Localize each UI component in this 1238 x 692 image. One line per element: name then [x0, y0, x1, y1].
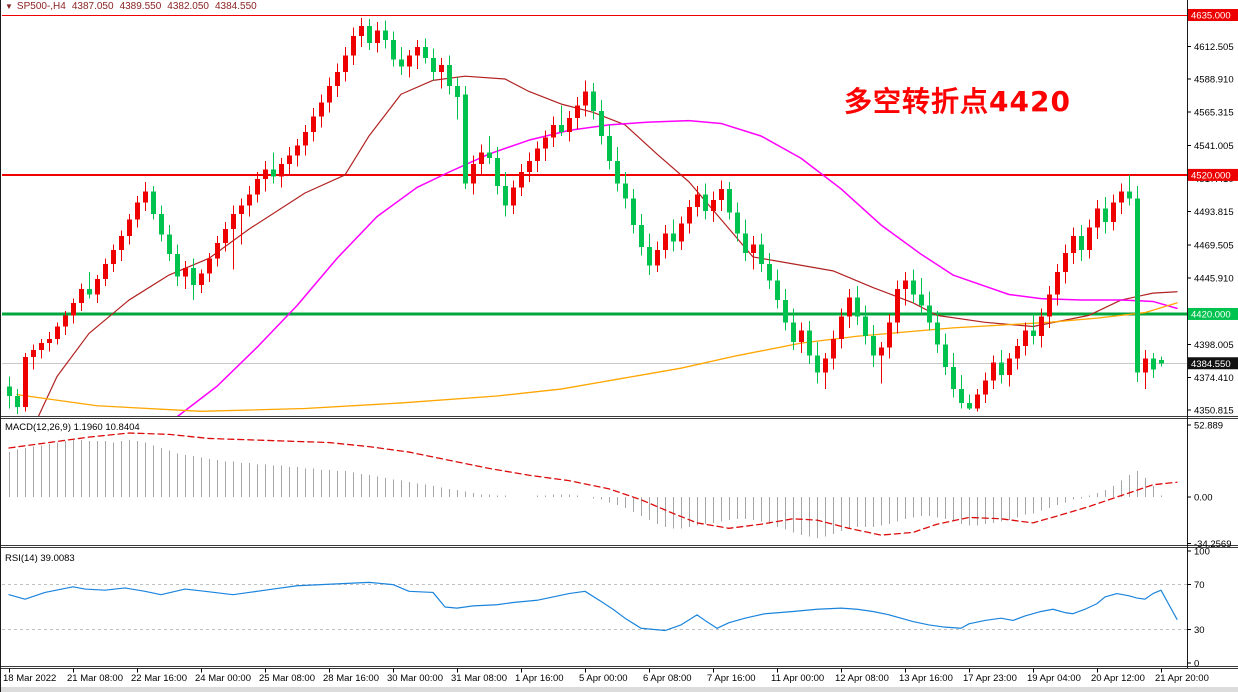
price-level-chip-4420.000: 4420.000: [1188, 307, 1238, 320]
svg-text:0: 0: [1194, 659, 1199, 670]
current-price-chip: 4384.550: [1188, 357, 1238, 370]
time-axis-label: 17 Apr 23:00: [963, 673, 1017, 684]
svg-text:4469.505: 4469.505: [1194, 241, 1234, 252]
time-axis-label: 28 Mar 16:00: [323, 673, 379, 684]
rsi-line: [8, 581, 1178, 632]
svg-text:4541.005: 4541.005: [1194, 141, 1234, 152]
rsi-panel: RSI(14) 39.0083: [2, 553, 1187, 632]
time-axis-label: 25 Mar 08:00: [259, 673, 315, 684]
svg-text:4384.550: 4384.550: [1191, 359, 1231, 370]
svg-text:30: 30: [1194, 625, 1205, 636]
time-axis-label: 1 Apr 16:00: [515, 673, 564, 684]
macd-indicator-label: MACD(12,26,9) 1.1960 10.8404: [5, 422, 140, 433]
macd-signal-line: [8, 432, 1178, 536]
time-axis-label: 13 Apr 16:00: [899, 673, 953, 684]
time-axis-label: 31 Mar 08:00: [451, 673, 507, 684]
bottom-strip: [1, 687, 1238, 692]
time-axis-label: 18 Mar 2022: [3, 673, 56, 684]
time-axis-label: 19 Apr 04:00: [1027, 673, 1081, 684]
svg-text:4520.000: 4520.000: [1191, 170, 1231, 181]
svg-text:4588.910: 4588.910: [1194, 75, 1234, 86]
time-axis-label: 6 Apr 08:00: [643, 673, 692, 684]
time-axis-label: 21 Mar 08:00: [67, 673, 123, 684]
time-axis-label: 12 Apr 08:00: [835, 673, 889, 684]
macd-histogram: [9, 439, 1162, 538]
svg-text:4420.000: 4420.000: [1191, 309, 1231, 320]
svg-text:4398.005: 4398.005: [1194, 340, 1234, 351]
symbol-timeframe-label: SP500-,H4: [16, 1, 66, 12]
time-axis-label: 24 Mar 00:00: [195, 673, 251, 684]
svg-text:4493.815: 4493.815: [1194, 207, 1234, 218]
svg-text:4635.000: 4635.000: [1191, 11, 1231, 22]
ohlc-high: 4389.550: [119, 1, 162, 12]
price-level-chip-4520.000: 4520.000: [1188, 168, 1238, 181]
time-axis-label: 21 Apr 20:00: [1155, 673, 1209, 684]
time-axis-label: 20 Apr 12:00: [1091, 673, 1145, 684]
symbol-dropdown-icon[interactable]: ▼: [5, 2, 13, 11]
rsi-indicator-label: RSI(14) 39.0083: [5, 553, 75, 564]
svg-text:52.889: 52.889: [1194, 420, 1223, 431]
time-axis[interactable]: 18 Mar 2022 21 Mar 08:00 22 Mar 16:00 24 Ma…: [3, 668, 1209, 685]
svg-text:70: 70: [1194, 580, 1205, 591]
time-axis-label: 30 Mar 00:00: [387, 673, 443, 684]
svg-text:4565.315: 4565.315: [1194, 107, 1234, 118]
time-axis-label: 22 Mar 16:00: [131, 673, 187, 684]
price-axis[interactable]: 4612.5054588.9104565.3154541.0054517.410…: [1187, 9, 1238, 670]
svg-text:0.00: 0.00: [1194, 493, 1213, 504]
ohlc-low: 4382.050: [167, 1, 209, 12]
chart-annotation-text[interactable]: 多空转折点4420: [844, 85, 1071, 118]
ohlc-close: 4384.550: [215, 1, 257, 12]
svg-text:-34.2569: -34.2569: [1194, 539, 1232, 550]
time-axis-label: 7 Apr 16:00: [707, 673, 756, 684]
svg-text:4350.815: 4350.815: [1194, 406, 1234, 417]
price-level-chip-4635.000: 4635.000: [1188, 9, 1238, 22]
chart-header: ▼ SP500-,H4 4387.050 4389.550 4382.050 4384.5…: [5, 1, 263, 13]
macd-panel: MACD(12,26,9) 1.1960 10.8404: [5, 422, 1178, 538]
time-axis-label: 5 Apr 00:00: [579, 673, 628, 684]
ma-slow-magenta: [176, 119, 1178, 417]
candles-layer: [7, 17, 1164, 415]
svg-text:4612.505: 4612.505: [1194, 42, 1234, 53]
main-price-panel[interactable]: [2, 15, 1187, 428]
ohlc-open: 4387.050: [71, 1, 114, 12]
time-axis-label: 11 Apr 00:00: [771, 673, 824, 684]
svg-text:4445.910: 4445.910: [1194, 273, 1234, 284]
svg-text:4374.410: 4374.410: [1194, 373, 1234, 384]
svg-text:100: 100: [1194, 547, 1210, 558]
